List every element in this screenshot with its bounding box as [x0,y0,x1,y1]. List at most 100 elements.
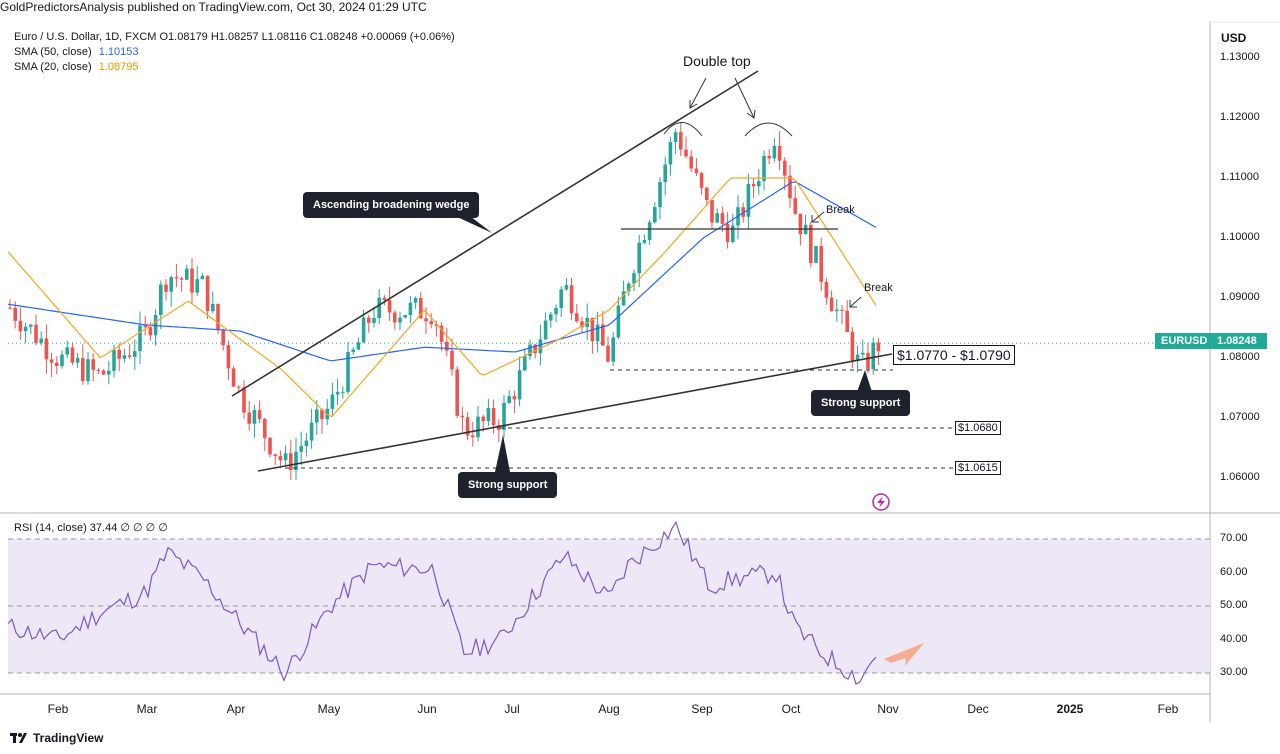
candle-body [413,297,418,303]
candle-body [294,451,298,470]
rsi-tick-label: 30.00 [1220,666,1248,678]
rsi-legend[interactable]: RSI (14, close) 37.44 ∅ ∅ ∅ ∅ [14,522,168,534]
rsi-tick-label: 60.00 [1220,565,1248,578]
wedge-callout[interactable]: Ascending broadening wedge [303,192,480,218]
sma50-legend[interactable]: SMA (50, close) 1.10153 [14,46,138,58]
month-label: May [317,702,341,716]
current-price-value: 1.08248 [1217,335,1257,347]
candle-body [647,222,652,240]
month-label: Sep [691,702,713,716]
candle-body [91,359,95,370]
candle-body [471,435,475,438]
level-2-label[interactable]: $1.0615 [955,461,1001,475]
candle-body [694,168,699,174]
candle-body [164,284,168,292]
month-label: Aug [598,702,620,716]
candle-body [289,453,293,470]
break-label-2[interactable]: Break [864,282,893,294]
candle-body [814,246,818,263]
candle-body [528,344,532,357]
top-arc-2 [744,122,793,137]
candle-body [341,391,345,393]
break-arrow-2 [849,296,862,308]
candle-body [211,304,215,312]
candle-body [663,164,667,183]
level-1-label[interactable]: $1.0680 [955,421,1001,435]
rsi-line [7,520,877,685]
candle-body [777,145,782,161]
sma20-legend[interactable]: SMA (20, close) 1.08795 [14,61,138,73]
candle-body [445,341,449,351]
wedge-lower-trendline[interactable] [257,353,893,472]
sma50-value: 1.10153 [98,46,139,58]
month-label: 2025 [1056,702,1084,716]
candle-body [268,437,272,455]
price-axis-unit[interactable]: USD [1221,31,1247,45]
candle-body [107,370,111,375]
candle-body [408,302,413,316]
price-tick-label: 1.13000 [1220,51,1260,63]
candle-body [809,224,813,263]
candle-body [549,314,553,321]
candle-body [481,416,485,422]
candle-body [356,342,361,350]
candle-body [658,182,662,208]
candle-body [424,318,428,322]
candle-body [871,342,875,369]
price-tick-label: 1.11000 [1220,171,1259,183]
candle-body [876,342,881,352]
candle-body [226,345,231,369]
candle-body [372,318,376,323]
candle-body [127,355,132,357]
strong-support-callout-2[interactable]: Strong support [811,390,911,416]
candle-body [465,417,470,436]
candle-body [133,351,137,357]
double-top-label[interactable]: Double top [683,53,751,69]
candle-body [497,425,501,430]
strong-support-callout-1[interactable]: Strong support [458,472,558,498]
double-top-arrow-2 [734,77,755,119]
symbol-legend: Euro / U.S. Dollar, 1D, FXCM O1.08179 H1… [14,31,455,43]
price-tick-label: 1.06000 [1220,471,1260,483]
price-tick-label: 1.12000 [1220,111,1260,123]
candle-body [138,325,142,352]
candle-body [611,337,615,362]
tradingview-logo-icon [10,733,27,743]
candle-body [221,329,225,346]
candle-body [762,155,766,182]
candle-body [653,207,657,223]
candle-body [237,386,241,388]
candle-body [788,175,792,199]
top-arc-1 [663,122,703,137]
wedge-upper-trendline[interactable] [231,70,759,397]
support-callout-pointer-2 [857,370,872,392]
break-label-1[interactable]: Break [826,204,855,216]
price-tick-label: 1.07000 [1220,411,1260,423]
candle-body [81,358,85,382]
candle-body [86,359,90,382]
candle-body [710,200,714,223]
month-label: Mar [136,702,158,716]
footer-brand[interactable]: TradingView [10,731,103,745]
candle-body [460,415,465,418]
sma50-line [7,181,877,362]
candle-body [829,297,834,312]
candle-body [855,354,860,361]
candle-body [523,356,527,371]
support-range-label[interactable]: $1.0770 - $1.0790 [893,345,1015,365]
candle-body [101,370,106,375]
publisher-line: GoldPredictorsAnalysis published on Trad… [0,0,427,14]
candle-body [122,355,127,359]
candle-body [18,320,23,332]
lightning-icon[interactable] [872,493,890,511]
candle-body [679,132,683,150]
sma20-label: SMA (20, close) [14,61,92,73]
candle-body [299,446,303,452]
candle-body [377,297,381,319]
candle-body [304,440,309,447]
double-top-arrowhead-1 [689,100,698,109]
candle-body [273,454,277,457]
candle-body [824,281,829,298]
month-label: Dec [967,702,989,716]
